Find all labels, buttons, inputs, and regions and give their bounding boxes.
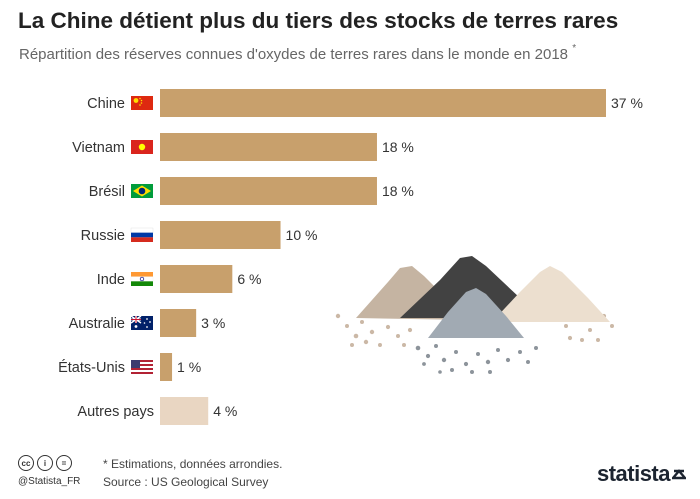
dark-pile — [400, 256, 540, 318]
category-label: États-Unis — [58, 359, 125, 376]
value-label: 4 % — [213, 403, 237, 419]
grains — [335, 313, 614, 347]
subtitle-footnote-mark: * — [572, 43, 577, 54]
light-pile — [492, 266, 610, 322]
grey-pile — [428, 288, 524, 338]
bar-5 — [160, 309, 197, 337]
flag-vietnam-icon — [131, 140, 153, 154]
statista-logo[interactable]: statista — [596, 461, 671, 486]
chart-subtitle: Répartition des réserves connues d'oxyde… — [19, 43, 577, 63]
bar-6 — [160, 353, 173, 381]
by-icon: i — [37, 455, 53, 471]
grains-grey — [415, 344, 538, 374]
flag-australia-icon — [130, 315, 153, 330]
flag-china-icon — [131, 96, 153, 110]
bar-1 — [160, 133, 377, 161]
flag-india-icon — [130, 272, 154, 286]
category-label: Vietnam — [72, 140, 125, 156]
statista-logo-icon — [672, 469, 686, 480]
value-label: 3 % — [201, 315, 225, 331]
value-label: 18 % — [382, 183, 414, 199]
license-icons: cc i = — [18, 455, 72, 471]
bar-0 — [160, 89, 606, 117]
bars-group: 37 % Chine 18 % Vietnam 18 % Brésil 10 % Russie… — [58, 89, 643, 425]
category-label: Chine — [87, 96, 125, 112]
category-label: Inde — [97, 272, 125, 288]
value-label: 6 % — [237, 271, 261, 287]
bar-7 — [160, 397, 209, 425]
value-label: 10 % — [286, 227, 318, 243]
value-label: 18 % — [382, 139, 414, 155]
cc-icon: cc — [18, 455, 34, 471]
subtitle-text: Répartition des réserves connues d'oxyde… — [19, 46, 569, 63]
bar-2 — [160, 177, 377, 205]
category-label: Russie — [81, 228, 125, 244]
twitter-handle: @Statista_FR — [18, 476, 81, 487]
chart-title: La Chine détient plus du tiers des stock… — [18, 8, 619, 33]
rare-earth-piles-illustration — [335, 256, 614, 374]
category-label: Autres pays — [77, 404, 154, 420]
bar-3 — [160, 221, 281, 249]
nd-icon: = — [56, 455, 72, 471]
category-label: Australie — [69, 316, 125, 332]
value-label: 37 % — [611, 95, 643, 111]
footnote: * Estimations, données arrondies. — [103, 457, 283, 471]
source-text: Source : US Geological Survey — [103, 475, 269, 489]
bar-4 — [160, 265, 233, 293]
flag-brazil-icon — [131, 184, 153, 198]
category-label: Brésil — [89, 184, 125, 200]
flag-usa-icon — [131, 360, 153, 374]
value-label: 1 % — [177, 359, 201, 375]
flag-russia-icon — [130, 227, 154, 242]
